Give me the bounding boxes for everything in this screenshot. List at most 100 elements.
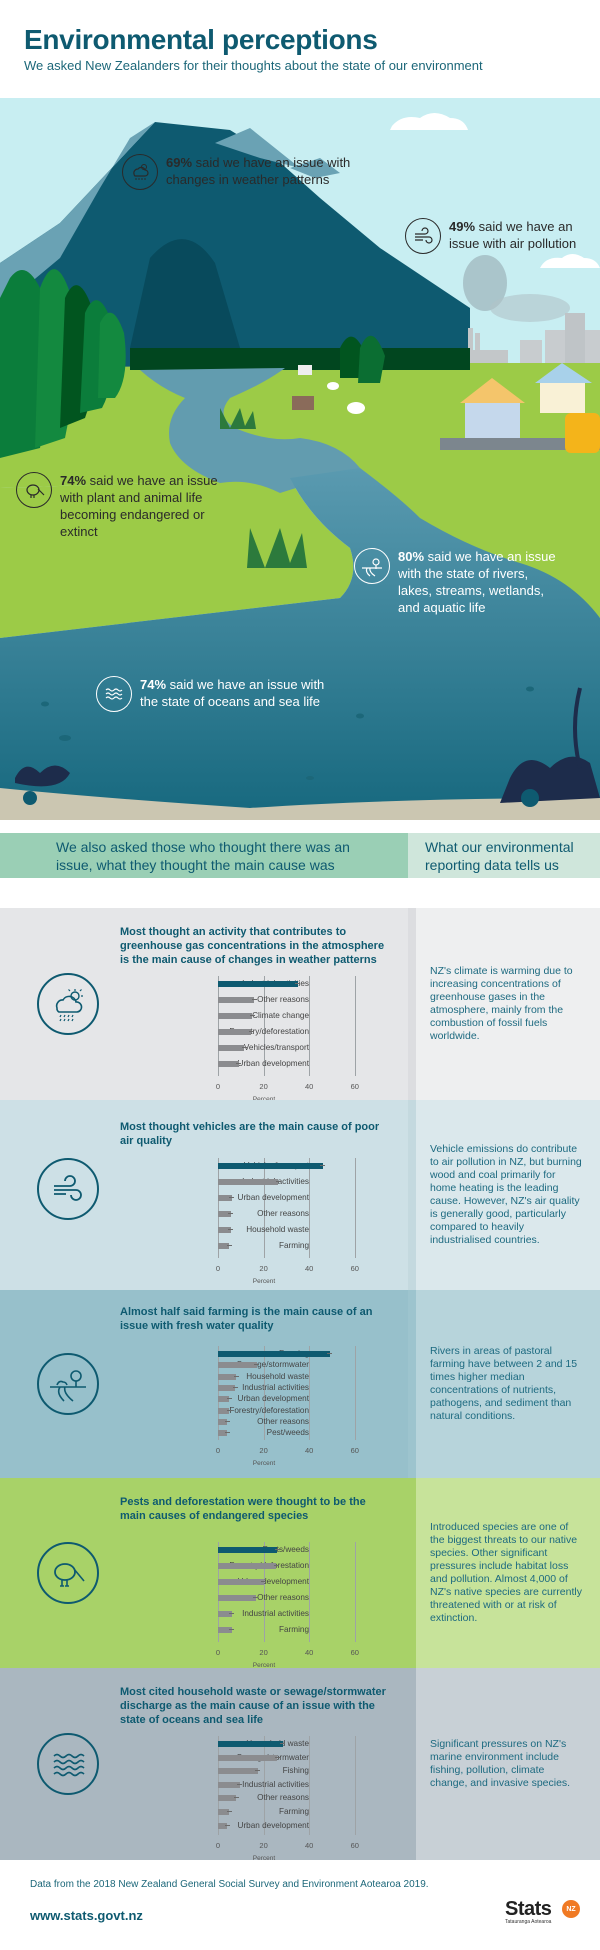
bar xyxy=(218,1061,239,1067)
gridline xyxy=(309,1542,311,1642)
x-tick-label: 20 xyxy=(259,1841,268,1851)
gridline xyxy=(263,1736,265,1836)
reporting-note-panel: Rivers in areas of pastoral farming have… xyxy=(408,1290,600,1478)
error-bar xyxy=(280,1743,286,1744)
bar xyxy=(218,1351,330,1357)
category-label: Sewage/stormwater xyxy=(236,1360,309,1370)
x-tick-label: 60 xyxy=(350,1841,359,1851)
bar-row: Vehicles/transport xyxy=(100,1042,400,1055)
chart-title: Most thought an activity that contribute… xyxy=(120,926,385,966)
bar xyxy=(218,1384,236,1391)
x-axis-label: Percent xyxy=(252,1460,276,1468)
category-label: Urban development xyxy=(237,1193,309,1202)
chart-title: Most cited household waste or sewage/sto… xyxy=(120,1686,386,1726)
bar xyxy=(218,1579,264,1585)
stat-text: said we have an issue with the state of … xyxy=(398,549,556,615)
category-label: Forestry/deforestation xyxy=(229,1405,309,1415)
bar-row: Other reasons xyxy=(100,994,400,1007)
error-bar xyxy=(229,1629,235,1630)
stat-percent: 74% xyxy=(140,677,167,692)
gridline xyxy=(218,1158,219,1258)
cause-section-3: Almost half said farming is the main cau… xyxy=(0,1290,600,1478)
bar xyxy=(218,1362,257,1369)
x-tick-label: 60 xyxy=(350,1446,359,1456)
kiwi-icon xyxy=(37,1542,99,1604)
page-subtitle: We asked New Zealanders for their though… xyxy=(24,58,483,73)
stat-percent: 49% xyxy=(449,219,476,234)
logo-badge: NZ xyxy=(562,1900,580,1918)
x-tick-label: 40 xyxy=(305,1082,314,1091)
bar-row: Industrial activities xyxy=(100,1382,400,1395)
x-axis-label: Percent xyxy=(252,1662,276,1669)
reporting-note-panel: NZ's climate is warming due to increasin… xyxy=(408,908,600,1100)
bar xyxy=(218,1045,245,1051)
bar xyxy=(218,1547,278,1553)
error-bar xyxy=(273,1565,279,1566)
gridline xyxy=(354,1736,356,1836)
bar-row: Forestry/deforestation xyxy=(100,1026,400,1039)
category-label: Other reasons xyxy=(257,1209,309,1218)
x-tick-label: 40 xyxy=(305,1446,314,1456)
reporting-note: Introduced species are one of the bigges… xyxy=(430,1521,582,1624)
panel-divider xyxy=(408,908,416,1100)
bar xyxy=(218,1013,253,1019)
bar-row: Other reasons xyxy=(100,1416,400,1429)
waves-icon xyxy=(96,676,132,712)
error-bar xyxy=(295,983,301,984)
error-bar xyxy=(249,1015,255,1016)
bar-row: Industrial activities xyxy=(100,1176,400,1189)
reporting-note: NZ's climate is warming due to increasin… xyxy=(430,965,573,1042)
stat-rivers: 80% said we have an issue with the state… xyxy=(354,548,558,616)
bar-row: Farming xyxy=(100,1240,400,1253)
error-bar xyxy=(226,1811,232,1812)
gridline xyxy=(354,1158,356,1258)
column-header-text: What our environmental reporting data te… xyxy=(425,838,574,873)
x-tick-label: 20 xyxy=(259,1648,268,1657)
bar xyxy=(218,1595,256,1601)
stat-text: said we have an issue with changes in we… xyxy=(166,155,351,187)
gridline xyxy=(263,1158,265,1258)
category-label: Household waste xyxy=(246,1371,309,1381)
category-label: Urban development xyxy=(237,1820,309,1830)
stat-species: 74% said we have an issue with plant and… xyxy=(16,472,240,540)
panel-divider xyxy=(408,1668,416,1860)
chart-title: Almost half said farming is the main cau… xyxy=(120,1306,373,1332)
bar-row: Climate change xyxy=(100,1010,400,1023)
category-label: Industrial activities xyxy=(242,1779,309,1789)
stat-text: said we have an issue with the state of … xyxy=(140,677,325,709)
category-label: Other reasons xyxy=(257,1593,309,1602)
hero-illustration: 69% said we have an issue with changes i… xyxy=(0,98,600,820)
error-bar xyxy=(261,1581,267,1582)
category-label: Pest/weeds xyxy=(266,1428,309,1438)
cause-section-4: Pests and deforestation were thought to … xyxy=(0,1478,600,1669)
bar xyxy=(218,1029,252,1035)
stat-oceans: 74% said we have an issue with the state… xyxy=(96,676,330,712)
stat-weather: 69% said we have an issue with changes i… xyxy=(122,154,366,190)
bar-row: Pests/weeds xyxy=(100,1544,400,1557)
bar xyxy=(218,1563,277,1569)
x-tick-label: 0 xyxy=(215,1082,221,1091)
website-link[interactable]: www.stats.govt.nz xyxy=(30,1908,143,1923)
cause-section-2: Most thought vehicles are the main cause… xyxy=(0,1100,600,1290)
bar xyxy=(218,1407,230,1414)
bar-row: Vehicles/transport xyxy=(100,1160,400,1173)
reporting-note-panel: Introduced species are one of the bigges… xyxy=(408,1478,600,1668)
bar-row: Urban development xyxy=(100,1393,400,1406)
x-tick-label: 20 xyxy=(259,1082,268,1091)
gridline xyxy=(218,976,219,1076)
panel-divider xyxy=(408,1478,416,1668)
x-tick-label: 0 xyxy=(215,1446,221,1456)
bar-row: Urban development xyxy=(100,1192,400,1205)
bar-row: Urban development xyxy=(100,1058,400,1071)
bar xyxy=(218,1430,228,1437)
x-tick-label: 20 xyxy=(259,1446,268,1456)
error-bar xyxy=(233,1375,239,1377)
x-axis-label: Percent xyxy=(253,1096,275,1103)
panel-divider xyxy=(408,1100,416,1290)
gridline xyxy=(309,1158,311,1258)
category-label: Vehicles/transport xyxy=(243,1043,309,1052)
gridline xyxy=(354,1542,356,1642)
bar-row: Farming xyxy=(100,1348,400,1361)
chart-panel: Most thought an activity that contribute… xyxy=(0,908,408,1103)
stat-air: 49% said we have an issue with air pollu… xyxy=(405,218,589,254)
